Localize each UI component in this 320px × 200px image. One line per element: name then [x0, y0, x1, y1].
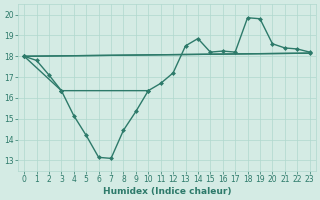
- X-axis label: Humidex (Indice chaleur): Humidex (Indice chaleur): [103, 187, 231, 196]
